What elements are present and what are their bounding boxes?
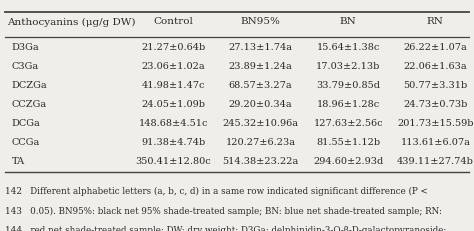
Text: 50.77±3.31b: 50.77±3.31b <box>403 81 467 90</box>
Text: 91.38±4.74b: 91.38±4.74b <box>141 138 206 147</box>
Text: 143   0.05). BN95%: black net 95% shade-treated sample; BN: blue net shade-treat: 143 0.05). BN95%: black net 95% shade-tr… <box>5 207 442 216</box>
Text: 33.79±0.85d: 33.79±0.85d <box>316 81 380 90</box>
Text: 294.60±2.93d: 294.60±2.93d <box>313 157 383 166</box>
Text: BN95%: BN95% <box>240 18 281 26</box>
Text: 81.55±1.12b: 81.55±1.12b <box>316 138 380 147</box>
Text: CCGa: CCGa <box>12 138 40 147</box>
Text: C3Ga: C3Ga <box>12 62 39 71</box>
Text: 201.73±15.59b: 201.73±15.59b <box>397 119 474 128</box>
Text: 18.96±1.28c: 18.96±1.28c <box>317 100 380 109</box>
Text: 23.06±1.02a: 23.06±1.02a <box>142 62 205 71</box>
Text: 41.98±1.47c: 41.98±1.47c <box>142 81 205 90</box>
Text: 22.06±1.63a: 22.06±1.63a <box>403 62 467 71</box>
Text: 24.73±0.73b: 24.73±0.73b <box>403 100 467 109</box>
Text: 127.63±2.56c: 127.63±2.56c <box>313 119 383 128</box>
Text: 27.13±1.74a: 27.13±1.74a <box>228 43 292 52</box>
Text: BN: BN <box>340 18 356 26</box>
Text: 21.27±0.64b: 21.27±0.64b <box>141 43 206 52</box>
Text: 350.41±12.80c: 350.41±12.80c <box>136 157 211 166</box>
Text: TA: TA <box>12 157 25 166</box>
Text: DCGa: DCGa <box>12 119 41 128</box>
Text: 15.64±1.38c: 15.64±1.38c <box>317 43 380 52</box>
Text: 514.38±23.22a: 514.38±23.22a <box>222 157 299 166</box>
Text: RN: RN <box>427 18 444 26</box>
Text: DCZGa: DCZGa <box>12 81 47 90</box>
Text: 23.89±1.24a: 23.89±1.24a <box>228 62 292 71</box>
Text: Anthocyanins (μg/g DW): Anthocyanins (μg/g DW) <box>7 17 136 27</box>
Text: 245.32±10.96a: 245.32±10.96a <box>222 119 299 128</box>
Text: 144   red net shade-treated sample; DW: dry weight; D3Ga: delphinidin-3-O-β-D-ga: 144 red net shade-treated sample; DW: dr… <box>5 226 446 231</box>
Text: 68.57±3.27a: 68.57±3.27a <box>228 81 292 90</box>
Text: 439.11±27.74b: 439.11±27.74b <box>397 157 474 166</box>
Text: 24.05±1.09b: 24.05±1.09b <box>141 100 206 109</box>
Text: 148.68±4.51c: 148.68±4.51c <box>139 119 208 128</box>
Text: 142   Different alphabetic letters (a, b, c, d) in a same row indicated signific: 142 Different alphabetic letters (a, b, … <box>5 187 428 196</box>
Text: 17.03±2.13b: 17.03±2.13b <box>316 62 380 71</box>
Text: Control: Control <box>154 18 193 26</box>
Text: 29.20±0.34a: 29.20±0.34a <box>228 100 292 109</box>
Text: 26.22±1.07a: 26.22±1.07a <box>403 43 467 52</box>
Text: 113.61±6.07a: 113.61±6.07a <box>401 138 470 147</box>
Text: 120.27±6.23a: 120.27±6.23a <box>226 138 295 147</box>
Text: CCZGa: CCZGa <box>12 100 47 109</box>
Text: D3Ga: D3Ga <box>12 43 39 52</box>
